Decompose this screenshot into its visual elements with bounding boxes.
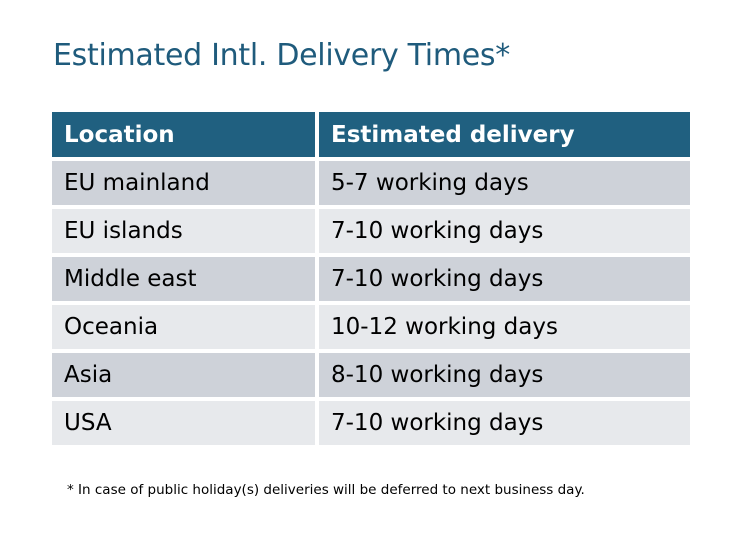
table-row: EU mainland 5-7 working days bbox=[52, 161, 690, 205]
table-row: Oceania 10-12 working days bbox=[52, 305, 690, 349]
column-header-location: Location bbox=[52, 112, 315, 157]
delivery-cell: 7-10 working days bbox=[319, 209, 690, 253]
footnote: * In case of public holiday(s) deliverie… bbox=[67, 482, 585, 498]
delivery-cell: 5-7 working days bbox=[319, 161, 690, 205]
location-cell: Asia bbox=[52, 353, 315, 397]
table-row: EU islands 7-10 working days bbox=[52, 209, 690, 253]
delivery-cell: 8-10 working days bbox=[319, 353, 690, 397]
location-cell: EU islands bbox=[52, 209, 315, 253]
delivery-times-table: Location Estimated delivery EU mainland … bbox=[48, 108, 694, 449]
table-row: Asia 8-10 working days bbox=[52, 353, 690, 397]
table-row: Middle east 7-10 working days bbox=[52, 257, 690, 301]
location-cell: EU mainland bbox=[52, 161, 315, 205]
delivery-cell: 7-10 working days bbox=[319, 257, 690, 301]
delivery-cell: 7-10 working days bbox=[319, 401, 690, 445]
table-row: USA 7-10 working days bbox=[52, 401, 690, 445]
delivery-cell: 10-12 working days bbox=[319, 305, 690, 349]
location-cell: Middle east bbox=[52, 257, 315, 301]
page-title: Estimated Intl. Delivery Times* bbox=[53, 38, 510, 73]
location-cell: Oceania bbox=[52, 305, 315, 349]
location-cell: USA bbox=[52, 401, 315, 445]
table-header-row: Location Estimated delivery bbox=[52, 112, 690, 157]
column-header-estimated-delivery: Estimated delivery bbox=[319, 112, 690, 157]
